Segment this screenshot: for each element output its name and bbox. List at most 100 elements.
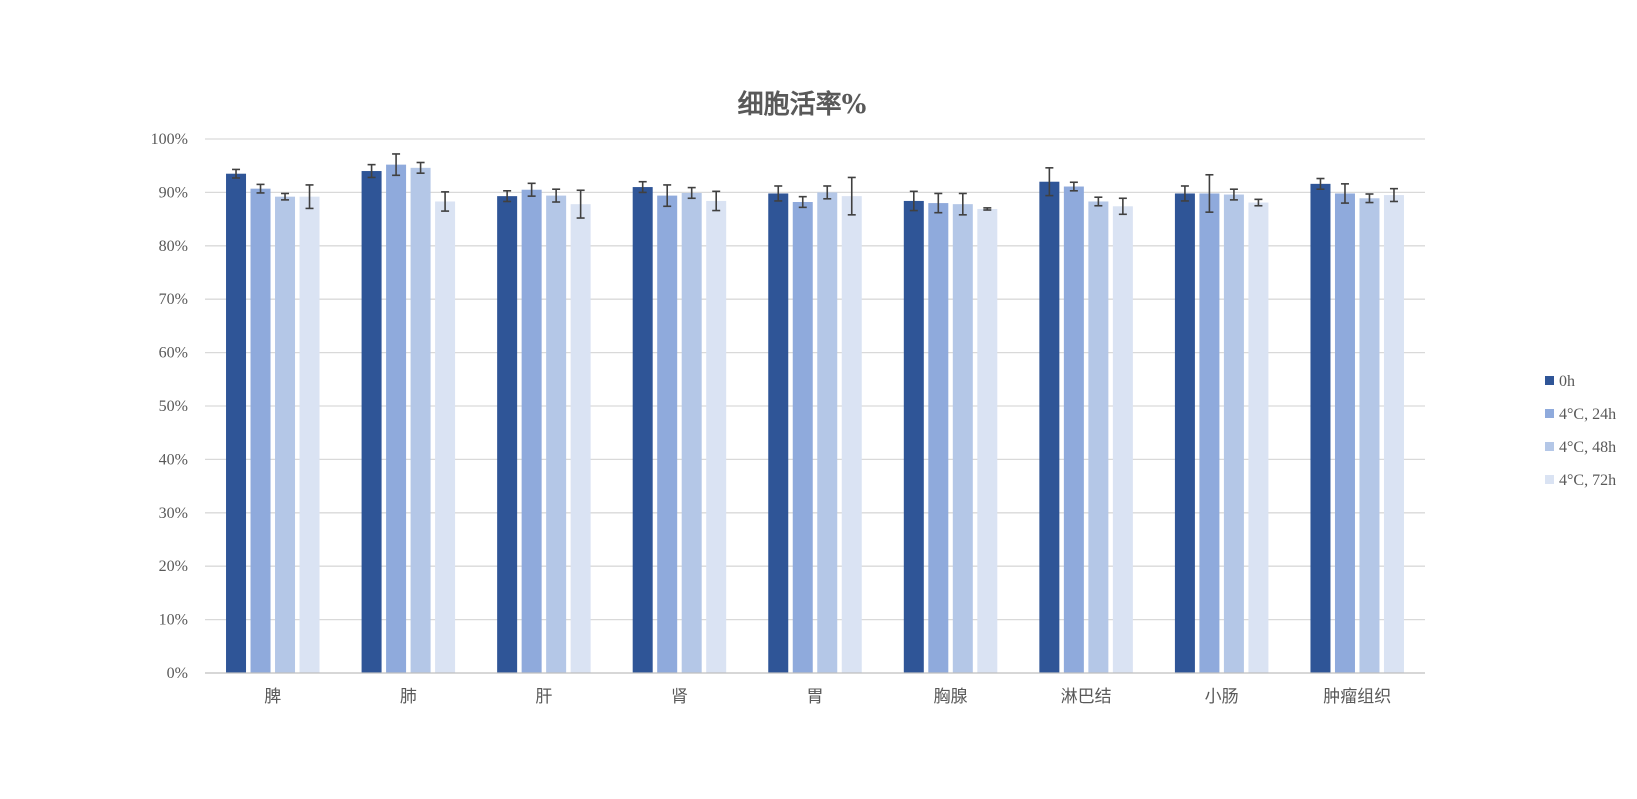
y-tick-label: 50% bbox=[159, 398, 188, 415]
y-tick-label: 100% bbox=[151, 131, 188, 148]
error-bars bbox=[232, 153, 1398, 219]
error-bar bbox=[663, 184, 672, 208]
y-tick-label: 20% bbox=[159, 558, 188, 575]
error-bar bbox=[552, 188, 561, 203]
legend-swatch bbox=[1545, 475, 1554, 484]
y-tick-label: 40% bbox=[159, 451, 188, 468]
error-bar bbox=[1389, 187, 1398, 203]
legend-swatch bbox=[1545, 409, 1554, 418]
x-category-label: 肾 bbox=[671, 687, 688, 707]
chart-title: 细胞活率% bbox=[738, 89, 867, 120]
bar bbox=[657, 195, 678, 673]
error-bar bbox=[909, 190, 918, 212]
legend-swatch bbox=[1545, 376, 1554, 385]
x-category-label: 肿瘤组织 bbox=[1323, 687, 1391, 707]
bar bbox=[841, 196, 862, 673]
error-bar bbox=[1205, 173, 1214, 213]
bar bbox=[570, 204, 591, 673]
error-bar bbox=[1118, 197, 1127, 216]
error-bar bbox=[367, 163, 376, 179]
error-bar bbox=[687, 186, 696, 200]
x-category-label: 胸腺 bbox=[934, 687, 968, 707]
y-tick-label: 90% bbox=[159, 184, 188, 201]
bar bbox=[1088, 201, 1109, 673]
error-bar bbox=[576, 189, 585, 219]
legend-item: 4°C, 48h bbox=[1545, 439, 1616, 456]
bar bbox=[546, 195, 567, 673]
x-category-label: 淋巴结 bbox=[1061, 687, 1112, 707]
y-tick-label: 30% bbox=[159, 505, 188, 522]
error-bar bbox=[774, 185, 783, 202]
bar bbox=[952, 204, 973, 673]
bar bbox=[632, 187, 653, 673]
legend-label: 4°C, 48h bbox=[1559, 439, 1616, 456]
legend-item: 0h bbox=[1545, 373, 1575, 390]
bar bbox=[275, 196, 296, 673]
bar bbox=[1248, 202, 1269, 673]
bar bbox=[792, 202, 813, 673]
bar bbox=[250, 188, 271, 674]
legend: 0h 4°C, 24h 4°C, 48h 4°C, 72h bbox=[1545, 373, 1616, 489]
error-bar bbox=[983, 207, 992, 211]
bar bbox=[386, 164, 407, 673]
x-category-label: 肺 bbox=[400, 687, 417, 707]
bar bbox=[977, 208, 998, 674]
bar bbox=[706, 200, 727, 673]
error-bar bbox=[1069, 181, 1078, 192]
bar bbox=[1383, 195, 1404, 673]
x-category-label: 小肠 bbox=[1205, 687, 1239, 707]
legend-label: 4°C, 72h bbox=[1559, 472, 1616, 489]
y-tick-label: 80% bbox=[159, 238, 188, 255]
bar bbox=[1039, 181, 1060, 673]
error-bar bbox=[256, 183, 265, 194]
error-bar bbox=[1180, 185, 1189, 202]
error-bar bbox=[281, 192, 290, 201]
bar bbox=[1359, 198, 1380, 674]
gridlines bbox=[205, 138, 1425, 621]
bar bbox=[768, 193, 789, 673]
bar bbox=[410, 167, 431, 673]
x-category-label: 脾 bbox=[264, 687, 281, 707]
bar bbox=[1174, 193, 1195, 673]
error-bar bbox=[847, 176, 856, 216]
error-bar bbox=[441, 191, 450, 212]
x-category-label: 胃 bbox=[807, 687, 824, 707]
error-bar bbox=[1254, 198, 1263, 207]
error-bar bbox=[392, 153, 401, 177]
legend-item: 4°C, 24h bbox=[1545, 406, 1616, 423]
bar bbox=[1310, 183, 1331, 673]
error-bar bbox=[934, 192, 943, 214]
bar bbox=[361, 171, 382, 674]
bar bbox=[1199, 193, 1220, 673]
error-bar bbox=[958, 192, 967, 216]
bar bbox=[521, 189, 542, 674]
x-axis-category-labels: 脾 肺 肝 肾 胃 胸腺 淋巴结 小肠 肿瘤组织 bbox=[264, 687, 1391, 707]
error-bar bbox=[823, 185, 832, 200]
y-tick-label: 10% bbox=[159, 612, 188, 629]
bar bbox=[1223, 194, 1244, 673]
bar bbox=[928, 203, 949, 673]
error-bar bbox=[1094, 196, 1103, 207]
bar bbox=[817, 192, 838, 673]
bar bbox=[435, 201, 456, 673]
bars bbox=[226, 164, 1404, 674]
bar bbox=[1112, 206, 1133, 673]
error-bar bbox=[416, 161, 425, 174]
error-bar bbox=[1229, 188, 1238, 201]
bar bbox=[1334, 193, 1355, 673]
bar bbox=[681, 192, 702, 673]
bar bbox=[299, 196, 320, 673]
bar bbox=[226, 173, 247, 673]
error-bar bbox=[305, 184, 314, 210]
legend-label: 0h bbox=[1559, 373, 1575, 390]
error-bar bbox=[638, 180, 647, 194]
bar bbox=[497, 196, 518, 673]
legend-swatch bbox=[1545, 442, 1554, 451]
error-bar bbox=[1045, 167, 1054, 197]
error-bar bbox=[798, 195, 807, 209]
y-tick-label: 60% bbox=[159, 345, 188, 362]
y-tick-label: 70% bbox=[159, 291, 188, 308]
y-tick-label: 0% bbox=[167, 665, 188, 682]
